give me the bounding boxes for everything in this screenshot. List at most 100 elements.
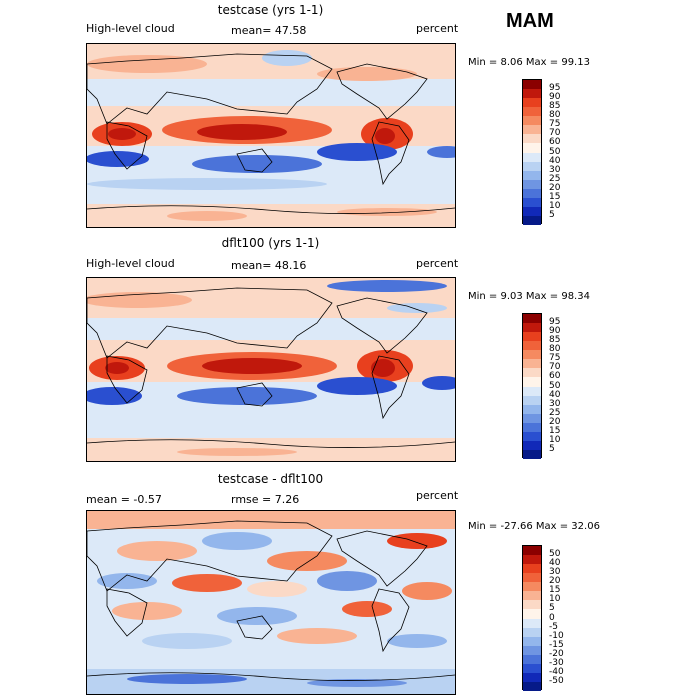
colorbar-tick-label: 25 [549, 407, 561, 418]
panel3-minmax: Min = -27.66 Max = 32.06 [468, 521, 600, 532]
colorbar-tick-label: 25 [549, 173, 561, 184]
colorbar-tick-label: 70 [549, 362, 561, 373]
colorbar-tick-label: -30 [549, 657, 564, 668]
colorbar-tick-label: -5 [549, 621, 558, 632]
colorbar-segment [523, 134, 541, 144]
colorbar-segment [523, 386, 541, 396]
colorbar-segment [523, 681, 541, 691]
colorbar-segment [523, 350, 541, 360]
colorbar-segment [523, 618, 541, 628]
colorbar-tick-label: 85 [549, 101, 561, 112]
colorbar-segment [523, 98, 541, 108]
colorbar-tick-label: 30 [549, 398, 561, 409]
colorbar-segment [523, 546, 541, 556]
colorbar-tick-label: 80 [549, 344, 561, 355]
colorbar-segment [523, 654, 541, 664]
colorbar-tick-label: 15 [549, 585, 561, 596]
colorbar-segment [523, 314, 541, 324]
colorbar-tick-label: 40 [549, 389, 561, 400]
colorbar-segment [523, 215, 541, 225]
panel1-map-svg [87, 44, 455, 227]
colorbar-segment [523, 323, 541, 333]
colorbar-segment [523, 627, 541, 637]
colorbar-segment [523, 179, 541, 189]
panel3-units: percent [416, 489, 459, 502]
colorbar-tick-label: 50 [549, 549, 561, 560]
colorbar-segment [523, 591, 541, 601]
colorbar-tick-label: 50 [549, 146, 561, 157]
colorbar-tick-label: 10 [549, 594, 561, 605]
colorbar-tick-label: 85 [549, 335, 561, 346]
colorbar-tick-label: -50 [549, 675, 564, 686]
colorbar-segment [523, 582, 541, 592]
colorbar-segment [523, 125, 541, 135]
colorbar-segment [523, 564, 541, 574]
colorbar-tick-label: 10 [549, 434, 561, 445]
colorbar-tick-label: 20 [549, 182, 561, 193]
season-label: MAM [506, 10, 554, 32]
panel1-map [86, 43, 456, 228]
panel1-mean: mean= 47.58 [231, 24, 307, 37]
panel1-variable-label: High-level cloud [86, 22, 175, 35]
colorbar-tick-label: -40 [549, 666, 564, 677]
colorbar-tick-label: 10 [549, 200, 561, 211]
colorbar-segment [523, 368, 541, 378]
colorbar-tick-label: -20 [549, 648, 564, 659]
colorbar-segment [523, 672, 541, 682]
colorbar-segment [523, 663, 541, 673]
colorbar-tick-label: 15 [549, 425, 561, 436]
panel1-colorbar [522, 79, 542, 225]
colorbar-segment [523, 431, 541, 441]
panel3-map-svg [87, 511, 455, 694]
colorbar-tick-label: 15 [549, 191, 561, 202]
colorbar-segment [523, 188, 541, 198]
colorbar-tick-label: 40 [549, 155, 561, 166]
panel1-title: testcase (yrs 1-1) [217, 3, 324, 17]
colorbar-tick-label: 80 [549, 110, 561, 121]
colorbar-segment [523, 332, 541, 342]
colorbar-segment [523, 422, 541, 432]
colorbar-tick-label: 95 [549, 83, 561, 94]
panel1-minmax: Min = 8.06 Max = 99.13 [468, 57, 590, 68]
panel2-minmax: Min = 9.03 Max = 98.34 [468, 291, 590, 302]
colorbar-tick-label: 95 [549, 317, 561, 328]
colorbar-segment [523, 555, 541, 565]
colorbar-segment [523, 143, 541, 153]
colorbar-tick-label: 75 [549, 353, 561, 364]
panel3-map [86, 510, 456, 695]
colorbar-tick-label: 30 [549, 164, 561, 175]
panel2-title: dflt100 (yrs 1-1) [221, 236, 320, 250]
panel2-units: percent [416, 257, 459, 270]
panel3-colorbar [522, 545, 542, 691]
panel2-map-svg [87, 278, 455, 461]
panel2-variable-label: High-level cloud [86, 257, 175, 270]
colorbar-segment [523, 413, 541, 423]
colorbar-tick-label: 5 [549, 209, 555, 220]
colorbar-segment [523, 377, 541, 387]
colorbar-segment [523, 395, 541, 405]
colorbar-tick-label: 5 [549, 443, 555, 454]
colorbar-tick-label: 75 [549, 119, 561, 130]
colorbar-segment [523, 600, 541, 610]
colorbar-tick-label: 5 [549, 603, 555, 614]
colorbar-segment [523, 80, 541, 90]
panel3-mean: mean = -0.57 [86, 493, 162, 506]
colorbar-tick-label: 20 [549, 576, 561, 587]
colorbar-segment [523, 116, 541, 126]
colorbar-segment [523, 197, 541, 207]
colorbar-tick-label: 60 [549, 137, 561, 148]
colorbar-segment [523, 449, 541, 459]
panel3-title: testcase - dflt100 [217, 472, 324, 486]
colorbar-segment [523, 152, 541, 162]
colorbar-tick-label: 0 [549, 612, 555, 623]
colorbar-tick-label: 30 [549, 567, 561, 578]
colorbar-tick-label: -15 [549, 639, 564, 650]
colorbar-tick-label: 40 [549, 558, 561, 569]
colorbar-segment [523, 636, 541, 646]
colorbar-tick-label: 20 [549, 416, 561, 427]
panel1-units: percent [416, 22, 459, 35]
colorbar-segment [523, 573, 541, 583]
colorbar-segment [523, 404, 541, 414]
colorbar-tick-label: 90 [549, 326, 561, 337]
panel2-colorbar [522, 313, 542, 459]
